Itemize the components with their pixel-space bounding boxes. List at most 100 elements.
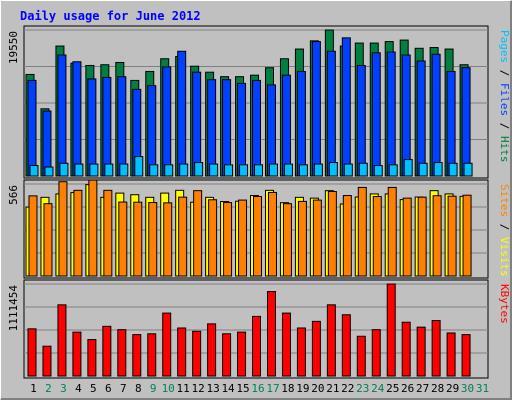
x-tick-label-day-26: 26 <box>401 382 414 395</box>
bar-kbytes-day-6 <box>102 325 112 377</box>
x-tick-label-day-18: 18 <box>281 382 294 395</box>
bar-pages-day-1 <box>29 165 39 177</box>
bar-pages-day-18 <box>283 163 293 177</box>
bar-kbytes-day-1 <box>27 328 37 377</box>
bar-sites-day-28 <box>432 195 442 277</box>
bar-kbytes-day-17 <box>266 291 276 377</box>
panel-hits: 19550 Pages / Files / Hits <box>7 25 511 179</box>
x-tick-label-day-12: 12 <box>192 382 205 395</box>
bar-files-day-17 <box>266 84 276 177</box>
bar-sites-day-2 <box>43 203 53 277</box>
bar-files-day-19 <box>296 70 306 177</box>
x-tick-label-day-5: 5 <box>90 382 97 395</box>
bar-pages-day-4 <box>74 163 84 177</box>
bar-files-day-16 <box>252 79 262 177</box>
bar-sites-day-15 <box>238 199 248 277</box>
bar-pages-day-2 <box>44 166 54 177</box>
bar-files-day-22 <box>341 37 351 177</box>
bar-kbytes-day-11 <box>177 327 187 377</box>
bar-files-day-10 <box>162 66 172 177</box>
bar-pages-day-3 <box>59 162 69 177</box>
bar-kbytes-day-8 <box>132 334 142 377</box>
bar-sites-day-1 <box>28 195 38 277</box>
bar-sites-day-4 <box>73 189 83 277</box>
bar-pages-day-5 <box>89 163 99 177</box>
bar-sites-day-13 <box>208 199 218 277</box>
bar-sites-day-21 <box>327 190 337 277</box>
bar-kbytes-day-21 <box>326 304 336 377</box>
bar-sites-day-26 <box>402 197 412 277</box>
bar-pages-day-16 <box>254 164 264 177</box>
bar-files-day-26 <box>401 54 411 177</box>
bar-files-day-25 <box>386 51 396 177</box>
x-tick-label-day-2: 2 <box>45 382 52 395</box>
bar-files-day-24 <box>371 52 381 177</box>
x-tick-label-day-9: 9 <box>150 382 157 395</box>
bar-sites-day-16 <box>253 196 263 277</box>
bar-pages-day-27 <box>418 162 428 177</box>
bar-pages-day-26 <box>403 159 413 177</box>
panel-kbytes: 1111454 KBytes <box>7 279 511 379</box>
bar-files-day-11 <box>177 50 187 177</box>
bar-files-day-3 <box>57 54 67 177</box>
bar-files-day-30 <box>461 67 471 177</box>
bar-kbytes-day-29 <box>446 332 456 377</box>
bar-sites-day-11 <box>178 196 188 277</box>
y-axis-max-label: 1111454 <box>7 285 20 332</box>
bar-pages-day-13 <box>209 163 219 177</box>
x-tick-label-day-22: 22 <box>341 382 354 395</box>
bar-kbytes-day-30 <box>461 334 471 377</box>
bar-sites-day-3 <box>58 181 68 277</box>
bar-pages-day-21 <box>328 162 338 177</box>
x-tick-label-day-1: 1 <box>30 382 37 395</box>
bar-files-day-9 <box>147 85 157 177</box>
bar-pages-day-30 <box>463 162 473 177</box>
bar-sites-day-23 <box>357 186 367 277</box>
bar-sites-day-30 <box>462 194 472 277</box>
bar-files-day-23 <box>356 64 366 177</box>
y-axis-max-label: 566 <box>7 185 20 205</box>
bar-pages-day-8 <box>134 156 144 177</box>
bar-sites-day-17 <box>267 191 277 277</box>
bar-files-day-4 <box>72 61 82 177</box>
bar-files-day-1 <box>27 79 37 177</box>
x-tick-label-day-31: 31 <box>476 382 489 395</box>
bar-pages-day-25 <box>388 164 398 177</box>
x-tick-label-day-27: 27 <box>416 382 429 395</box>
bar-files-day-18 <box>281 74 291 177</box>
bar-kbytes-day-5 <box>87 339 97 377</box>
bar-files-day-6 <box>102 76 112 177</box>
bar-kbytes-day-28 <box>431 320 441 377</box>
bar-sites-day-9 <box>148 202 158 277</box>
bar-sites-day-25 <box>387 186 397 277</box>
bar-sites-day-24 <box>372 196 382 277</box>
x-tick-label-day-6: 6 <box>105 382 112 395</box>
x-tick-label-day-13: 13 <box>206 382 219 395</box>
bar-sites-day-10 <box>163 202 173 277</box>
x-tick-label-day-10: 10 <box>162 382 175 395</box>
bar-pages-day-12 <box>194 162 204 177</box>
bar-sites-day-27 <box>417 196 427 277</box>
bar-sites-day-19 <box>297 200 307 277</box>
bar-sites-day-18 <box>282 203 292 277</box>
bar-files-day-12 <box>192 71 202 177</box>
bar-files-day-13 <box>207 79 217 177</box>
bar-kbytes-day-25 <box>386 283 396 377</box>
bar-sites-day-14 <box>223 202 233 277</box>
bar-kbytes-day-16 <box>252 315 262 377</box>
bar-kbytes-day-13 <box>207 323 217 377</box>
bar-sites-day-20 <box>312 199 322 277</box>
bar-files-day-29 <box>446 70 456 177</box>
chart-panels: 19550 Pages / Files / Hits 566 Sites / Visi… <box>7 25 511 379</box>
bar-files-day-14 <box>222 79 232 177</box>
bar-pages-day-10 <box>164 164 174 177</box>
bar-pages-day-7 <box>119 163 129 177</box>
x-tick-label-day-8: 8 <box>135 382 142 395</box>
bar-pages-day-11 <box>179 163 189 177</box>
x-tick-label-day-4: 4 <box>75 382 82 395</box>
x-tick-label-day-21: 21 <box>326 382 339 395</box>
x-tick-label-day-20: 20 <box>311 382 324 395</box>
panel-legend-label: KBytes <box>498 284 511 324</box>
x-tick-label-day-29: 29 <box>446 382 459 395</box>
